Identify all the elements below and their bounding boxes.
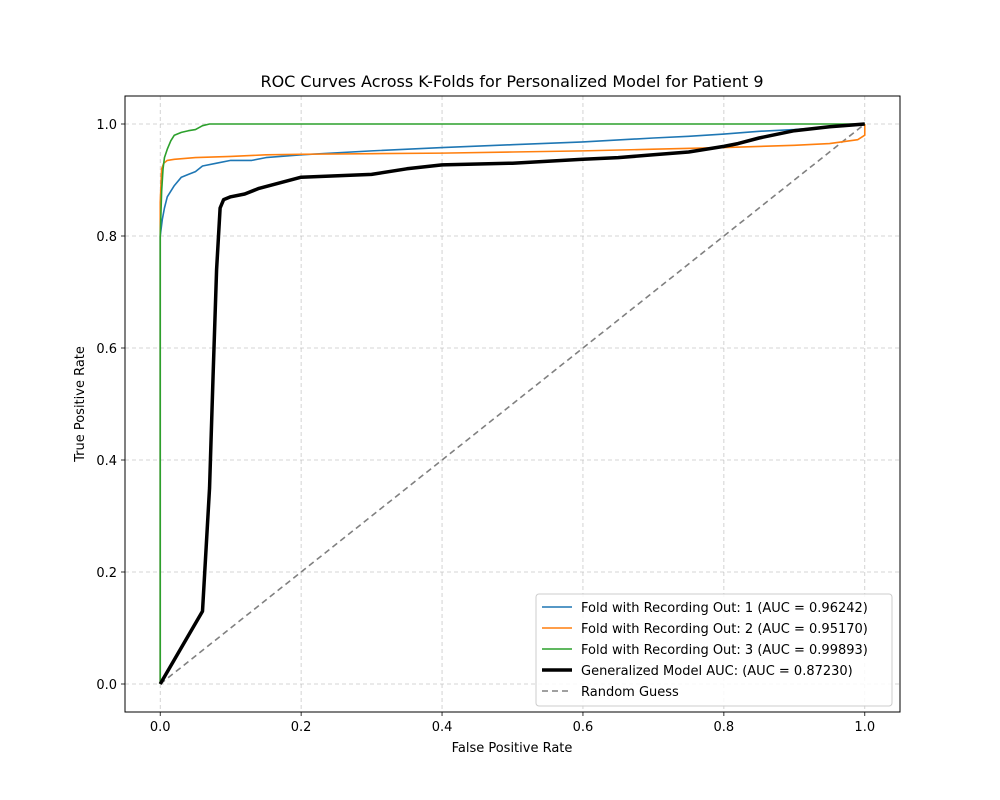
legend-label-2: Fold with Recording Out: 2 (AUC = 0.9517…	[581, 622, 868, 637]
legend-label-5: Random Guess	[581, 685, 679, 700]
legend-label-3: Fold with Recording Out: 3 (AUC = 0.9989…	[581, 643, 868, 658]
axes: 0.0 0.2 0.4 0.6 0.8 1.0 0.0 0.2 0.4 0.6 0.8 1.0	[96, 95, 901, 735]
x-tick-label: 0.4	[432, 720, 453, 735]
series-layer	[158, 122, 866, 685]
y-tick-label: 0.8	[96, 230, 117, 245]
x-tick-label: 0.2	[291, 720, 312, 735]
series-line-3	[159, 123, 865, 684]
series-line-4	[158, 122, 865, 685]
series-line-1	[159, 123, 865, 684]
y-tick-label: 0.0	[96, 678, 117, 693]
plot-frame	[124, 95, 901, 713]
x-tick-label: 0.6	[573, 720, 594, 735]
y-tick-label: 0.4	[96, 454, 117, 469]
x-tick-label: 0.0	[150, 720, 171, 735]
y-axis-label: True Positive Rate	[73, 346, 88, 463]
series-line-2	[159, 124, 866, 684]
x-tick-label: 1.0	[854, 720, 875, 735]
x-axis-label: False Positive Rate	[452, 741, 573, 756]
y-tick-label: 1.0	[96, 118, 117, 133]
legend: Fold with Recording Out: 1 (AUC = 0.9624…	[535, 593, 893, 707]
x-tick-label: 0.8	[714, 720, 735, 735]
legend-label-4: Generalized Model AUC: (AUC = 0.87230)	[581, 664, 853, 679]
y-tick-label: 0.6	[96, 342, 117, 357]
chart-title: ROC Curves Across K-Folds for Personaliz…	[260, 72, 763, 91]
y-tick-label: 0.2	[96, 566, 117, 581]
legend-label-1: Fold with Recording Out: 1 (AUC = 0.9624…	[581, 601, 868, 616]
legend-box	[535, 593, 893, 707]
